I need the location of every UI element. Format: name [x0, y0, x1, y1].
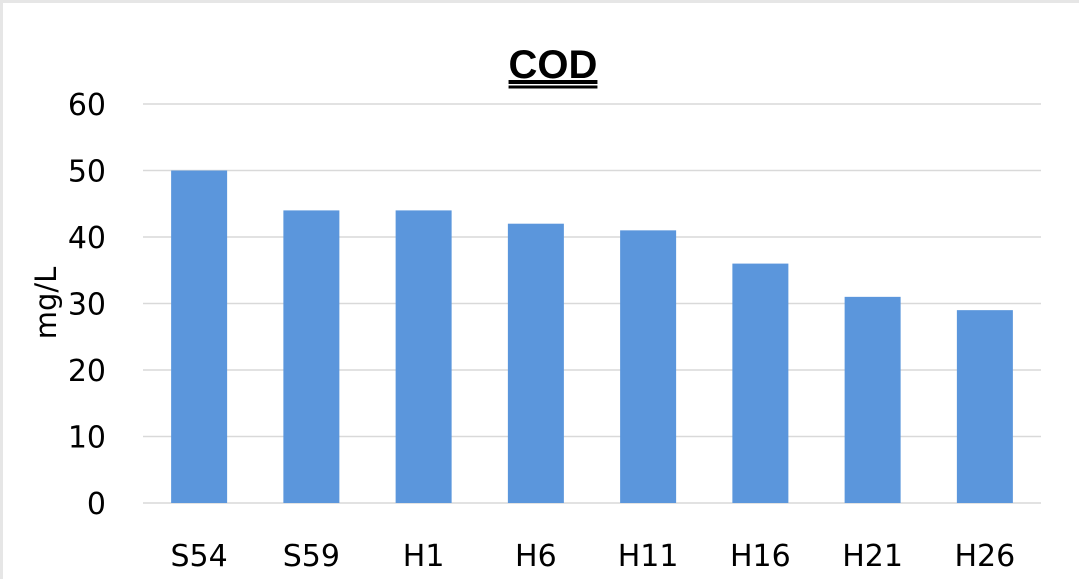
y-tick-label: 60 [68, 88, 106, 123]
y-tick-label: 50 [68, 155, 106, 190]
bar-s54 [171, 170, 228, 503]
x-tick-label: H1 [403, 539, 445, 574]
chart-title: COD [509, 43, 598, 87]
x-tick-label: S54 [171, 539, 228, 574]
bar-h26 [956, 310, 1013, 503]
bar-h16 [732, 263, 789, 503]
gridlines [143, 103, 1041, 504]
y-tick-label: 40 [68, 221, 106, 256]
y-tick-label: 10 [68, 421, 106, 456]
x-tick-label: H6 [515, 539, 557, 574]
x-tick-label: H21 [842, 539, 903, 574]
bar-s59 [283, 210, 340, 503]
bar-h11 [620, 230, 677, 503]
y-tick-labels: 0 10 20 30 40 50 60 [68, 88, 106, 522]
bar-h6 [507, 223, 564, 503]
y-axis-label: mg/L [29, 267, 63, 340]
x-tick-label: H11 [618, 539, 679, 574]
x-tick-label: H26 [955, 539, 1016, 574]
x-tick-labels: S54 S59 H1 H6 H11 H16 H21 H26 [171, 539, 1016, 574]
bar-h21 [844, 296, 901, 503]
bar-h1 [395, 210, 452, 503]
y-tick-label: 20 [68, 354, 106, 389]
y-tick-label: 0 [87, 487, 106, 522]
x-tick-label: H16 [730, 539, 791, 574]
bars [171, 170, 1013, 503]
y-tick-label: 30 [68, 288, 106, 323]
x-tick-label: S59 [283, 539, 340, 574]
